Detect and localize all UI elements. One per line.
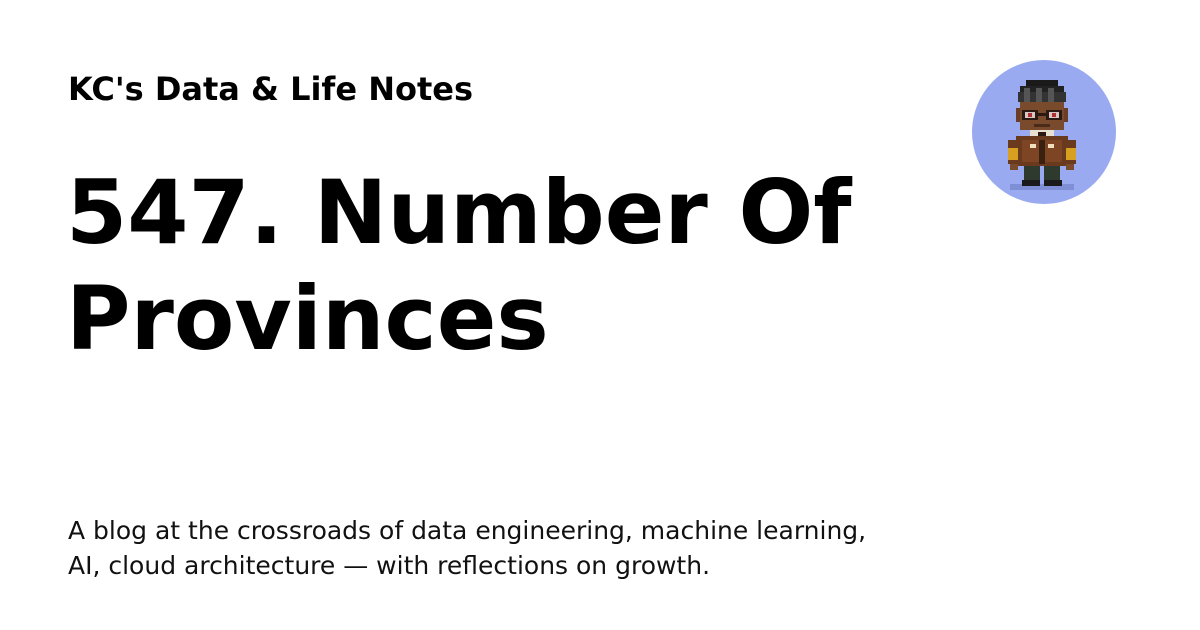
site-title: KC's Data & Life Notes bbox=[68, 70, 473, 108]
post-title-line-2: Provinces bbox=[66, 267, 549, 370]
tagline-line-2: AI, cloud architecture — with reflection… bbox=[68, 551, 711, 580]
post-title-line-1: 547. Number Of bbox=[66, 161, 852, 264]
tagline-line-1: A blog at the crossroads of data enginee… bbox=[68, 516, 867, 545]
pixel-art-character-icon bbox=[1008, 80, 1076, 190]
avatar bbox=[972, 60, 1116, 204]
post-title: 547. Number Of Provinces bbox=[66, 160, 886, 372]
blog-tagline: A blog at the crossroads of data enginee… bbox=[68, 513, 968, 583]
